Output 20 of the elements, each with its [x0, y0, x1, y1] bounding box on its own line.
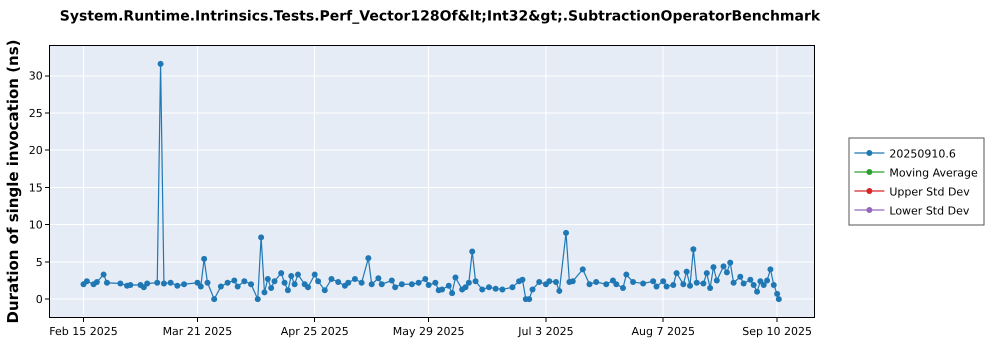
chart-title: System.Runtime.Intrinsics.Tests.Perf_Vector128Of&lt;Int32&gt;.SubtractionOperatorBenchmark	[60, 8, 821, 24]
y-tick-label: 10	[28, 218, 43, 232]
x-tick-label: Jul 3 2025	[517, 325, 574, 338]
x-tick-label: Feb 15 2025	[49, 325, 118, 338]
legend-label: 20250910.6	[889, 147, 956, 160]
x-tick-label: May 29 2025	[392, 325, 465, 338]
x-tick-label: Apr 25 2025	[280, 325, 349, 338]
x-tick-label: Aug 7 2025	[631, 325, 695, 338]
x-tick-label: Mar 21 2025	[162, 325, 232, 338]
y-tick-label: 5	[36, 256, 43, 269]
y-axis-title: Duration of single invocation (ns)	[4, 40, 22, 324]
y-tick-label: 30	[28, 70, 43, 83]
y-tick-label: 0	[36, 292, 43, 306]
y-tick-label: 25	[28, 106, 43, 120]
legend-label: Moving Average	[889, 166, 978, 180]
x-tick-label: Sep 10 2025	[742, 325, 812, 338]
y-tick-label: 20	[28, 144, 43, 158]
y-tick-label: 15	[28, 181, 43, 194]
legend-label: Lower Std Dev	[889, 204, 970, 218]
legend-label: Upper Std Dev	[889, 185, 970, 198]
